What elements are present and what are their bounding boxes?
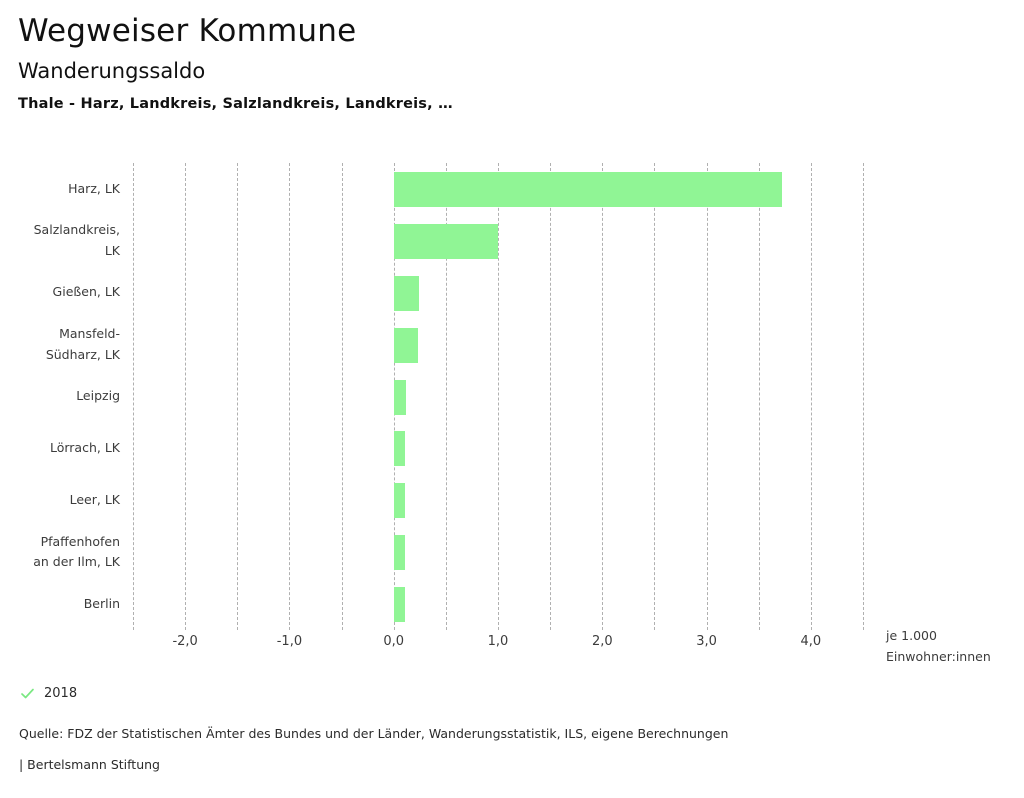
plot-area [133,163,864,630]
check-icon [20,686,35,701]
legend-item-label: 2018 [44,686,78,701]
bar-row [133,319,863,371]
gridline [810,163,812,630]
x-axis-tick-label: 4,0 [800,634,822,649]
bar[interactable] [393,535,406,571]
bar-row [133,422,863,474]
bar[interactable] [393,431,406,467]
gridline [758,163,760,630]
bar[interactable] [393,172,782,207]
bar[interactable] [393,275,419,311]
page-title: Wegweiser Kommune [18,13,357,49]
y-axis-label-line: Pfaffenhofen [40,533,120,549]
gridline [185,163,187,630]
y-axis-label-line: Salzlandkreis, [33,222,120,238]
bar-chart: Harz, LK Salzlandkreis, LK Gießen, LK Mansfe… [0,150,1024,664]
region-breadcrumb: Thale - Harz, Landkreis, Salzlandkreis, … [18,96,453,113]
axis-unit-line2: Einwohner:innen [886,648,991,664]
y-axis-label-line: LK [104,242,120,258]
bar[interactable] [393,587,406,623]
y-axis-label-line: Harz, LK [68,180,120,196]
y-axis-label-line: Lörrach, LK [49,440,120,456]
gridline [498,163,499,630]
y-axis-label: Mansfeld- Südharz, LK [0,324,120,365]
y-axis-label: Pfaffenhofen an der Ilm, LK [0,532,120,573]
y-axis-label: Berlin [0,594,120,615]
y-axis-label-line: an der Ilm, LK [33,554,120,570]
y-axis-label: Leipzig [0,386,120,407]
y-axis-label: Gießen, LK [0,282,120,303]
gridline [341,163,343,630]
organisation-note: | Bertelsmann Stiftung [19,757,160,772]
source-note: Quelle: FDZ der Statistischen Ämter des … [19,726,729,741]
bar-row [133,578,863,630]
bar[interactable] [393,223,498,259]
gridline [237,163,239,630]
x-axis-tick-label: 3,0 [696,634,717,649]
bar[interactable] [393,483,406,519]
y-axis-label-line: Leer, LK [69,491,120,507]
x-axis-tick-label: -1,0 [276,634,303,649]
y-axis-label-line: Mansfeld- [59,326,120,341]
axis-unit-note: je 1.000 Einwohner:innen [886,626,991,667]
gridline [289,163,291,630]
y-axis-label-line: Berlin [83,595,120,611]
y-axis-label: Leer, LK [0,490,120,511]
x-axis-tick-label: 0,0 [383,634,405,649]
y-axis-label-line: Südharz, LK [45,346,120,362]
bar[interactable] [393,327,418,363]
gridline [133,163,134,630]
x-axis-tick-label: -2,0 [172,634,198,649]
chart-subtitle: Wanderungssaldo [18,59,206,84]
y-axis-label: Salzlandkreis, LK [0,220,120,261]
gridline [654,163,656,630]
bar-row [133,526,863,578]
bar-row [133,474,863,526]
chart-header: Wegweiser Kommune Wanderungssaldo Thale … [18,14,453,112]
gridline [863,163,864,630]
bar-row [133,163,863,215]
y-axis-label-line: Gießen, LK [52,284,120,300]
y-axis-label: Harz, LK [0,179,120,200]
gridline [706,163,708,630]
y-axis-label: Lörrach, LK [0,438,120,459]
bar[interactable] [393,379,407,415]
gridline [550,163,552,630]
chart-legend[interactable]: 2018 [20,686,77,701]
gridline [445,163,447,630]
bar-row [133,267,863,319]
bar-row [133,371,863,423]
x-axis-tick-label: 1,0 [487,634,509,649]
axis-unit-line1: je 1.000 [886,628,937,643]
y-axis-label-line: Leipzig [76,388,120,404]
x-axis-tick-label: 2,0 [591,634,613,649]
bar-row [133,215,863,267]
gridline [602,163,604,630]
